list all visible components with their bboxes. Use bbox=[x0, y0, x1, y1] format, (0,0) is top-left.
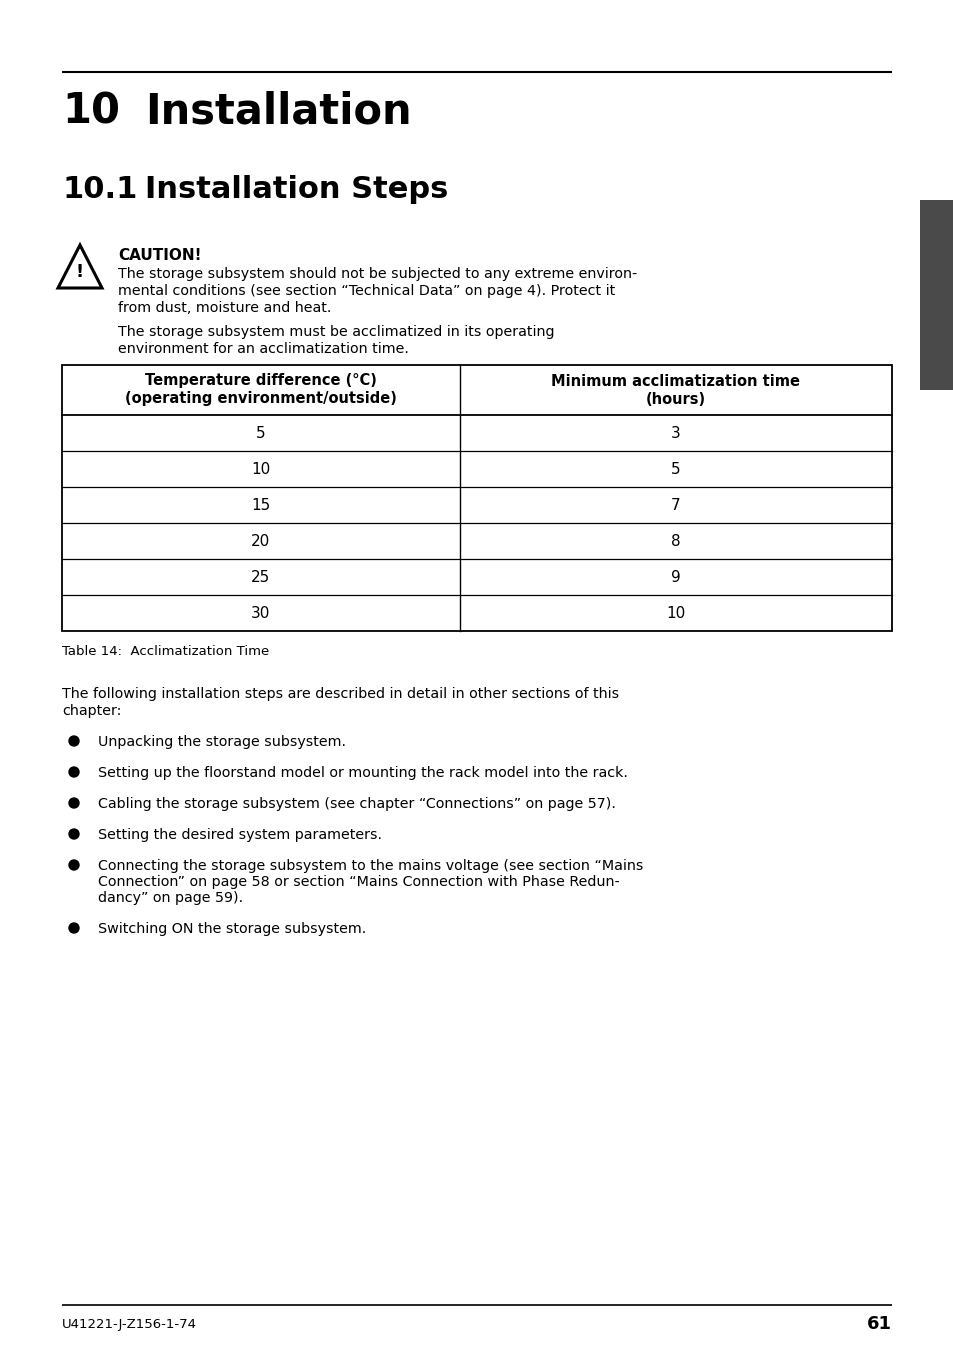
Text: Temperature difference (°C): Temperature difference (°C) bbox=[145, 373, 376, 388]
Text: The storage subsystem must be acclimatized in its operating: The storage subsystem must be acclimatiz… bbox=[118, 324, 554, 339]
Text: 10: 10 bbox=[666, 606, 685, 621]
Text: 10: 10 bbox=[62, 91, 120, 132]
Text: 7: 7 bbox=[671, 498, 680, 512]
Text: Connecting the storage subsystem to the mains voltage (see section “Mains: Connecting the storage subsystem to the … bbox=[98, 859, 642, 873]
Text: Minimum acclimatization time: Minimum acclimatization time bbox=[551, 373, 800, 388]
Text: Installation Steps: Installation Steps bbox=[145, 174, 448, 204]
Text: 61: 61 bbox=[866, 1315, 891, 1333]
Text: Unpacking the storage subsystem.: Unpacking the storage subsystem. bbox=[98, 735, 346, 749]
Text: 20: 20 bbox=[251, 534, 271, 549]
Text: Connection” on page 58 or section “Mains Connection with Phase Redun-: Connection” on page 58 or section “Mains… bbox=[98, 875, 619, 890]
Bar bbox=[919, 200, 953, 389]
Text: Setting up the floorstand model or mounting the rack model into the rack.: Setting up the floorstand model or mount… bbox=[98, 767, 627, 780]
Text: The storage subsystem should not be subjected to any extreme environ-: The storage subsystem should not be subj… bbox=[118, 266, 637, 281]
Text: CAUTION!: CAUTION! bbox=[118, 247, 201, 264]
Text: (hours): (hours) bbox=[645, 392, 705, 407]
Text: dancy” on page 59).: dancy” on page 59). bbox=[98, 891, 243, 904]
Circle shape bbox=[69, 735, 79, 746]
Text: from dust, moisture and heat.: from dust, moisture and heat. bbox=[118, 301, 331, 315]
Text: environment for an acclimatization time.: environment for an acclimatization time. bbox=[118, 342, 409, 356]
Text: Cabling the storage subsystem (see chapter “Connections” on page 57).: Cabling the storage subsystem (see chapt… bbox=[98, 796, 616, 811]
Text: 30: 30 bbox=[251, 606, 271, 621]
Text: U41221-J-Z156-1-74: U41221-J-Z156-1-74 bbox=[62, 1318, 196, 1330]
Text: 8: 8 bbox=[671, 534, 680, 549]
Text: The following installation steps are described in detail in other sections of th: The following installation steps are des… bbox=[62, 687, 618, 700]
Circle shape bbox=[69, 829, 79, 840]
Text: Setting the desired system parameters.: Setting the desired system parameters. bbox=[98, 827, 381, 842]
Text: 10: 10 bbox=[251, 461, 271, 476]
Text: Installation: Installation bbox=[145, 91, 411, 132]
Text: 9: 9 bbox=[670, 569, 680, 584]
Circle shape bbox=[69, 923, 79, 933]
Text: (operating environment/outside): (operating environment/outside) bbox=[125, 392, 396, 407]
Circle shape bbox=[69, 767, 79, 777]
Text: 5: 5 bbox=[671, 461, 680, 476]
Text: 3: 3 bbox=[670, 426, 680, 441]
Text: Switching ON the storage subsystem.: Switching ON the storage subsystem. bbox=[98, 922, 366, 936]
Text: chapter:: chapter: bbox=[62, 704, 121, 718]
Circle shape bbox=[69, 860, 79, 869]
Text: 10.1: 10.1 bbox=[62, 174, 137, 204]
Text: 15: 15 bbox=[251, 498, 271, 512]
Text: !: ! bbox=[76, 264, 84, 281]
Text: 5: 5 bbox=[256, 426, 266, 441]
Circle shape bbox=[69, 798, 79, 808]
Text: 25: 25 bbox=[251, 569, 271, 584]
Text: mental conditions (see section “Technical Data” on page 4). Protect it: mental conditions (see section “Technica… bbox=[118, 284, 615, 297]
Text: Table 14:  Acclimatization Time: Table 14: Acclimatization Time bbox=[62, 645, 269, 658]
Bar bbox=[62, 365, 891, 631]
